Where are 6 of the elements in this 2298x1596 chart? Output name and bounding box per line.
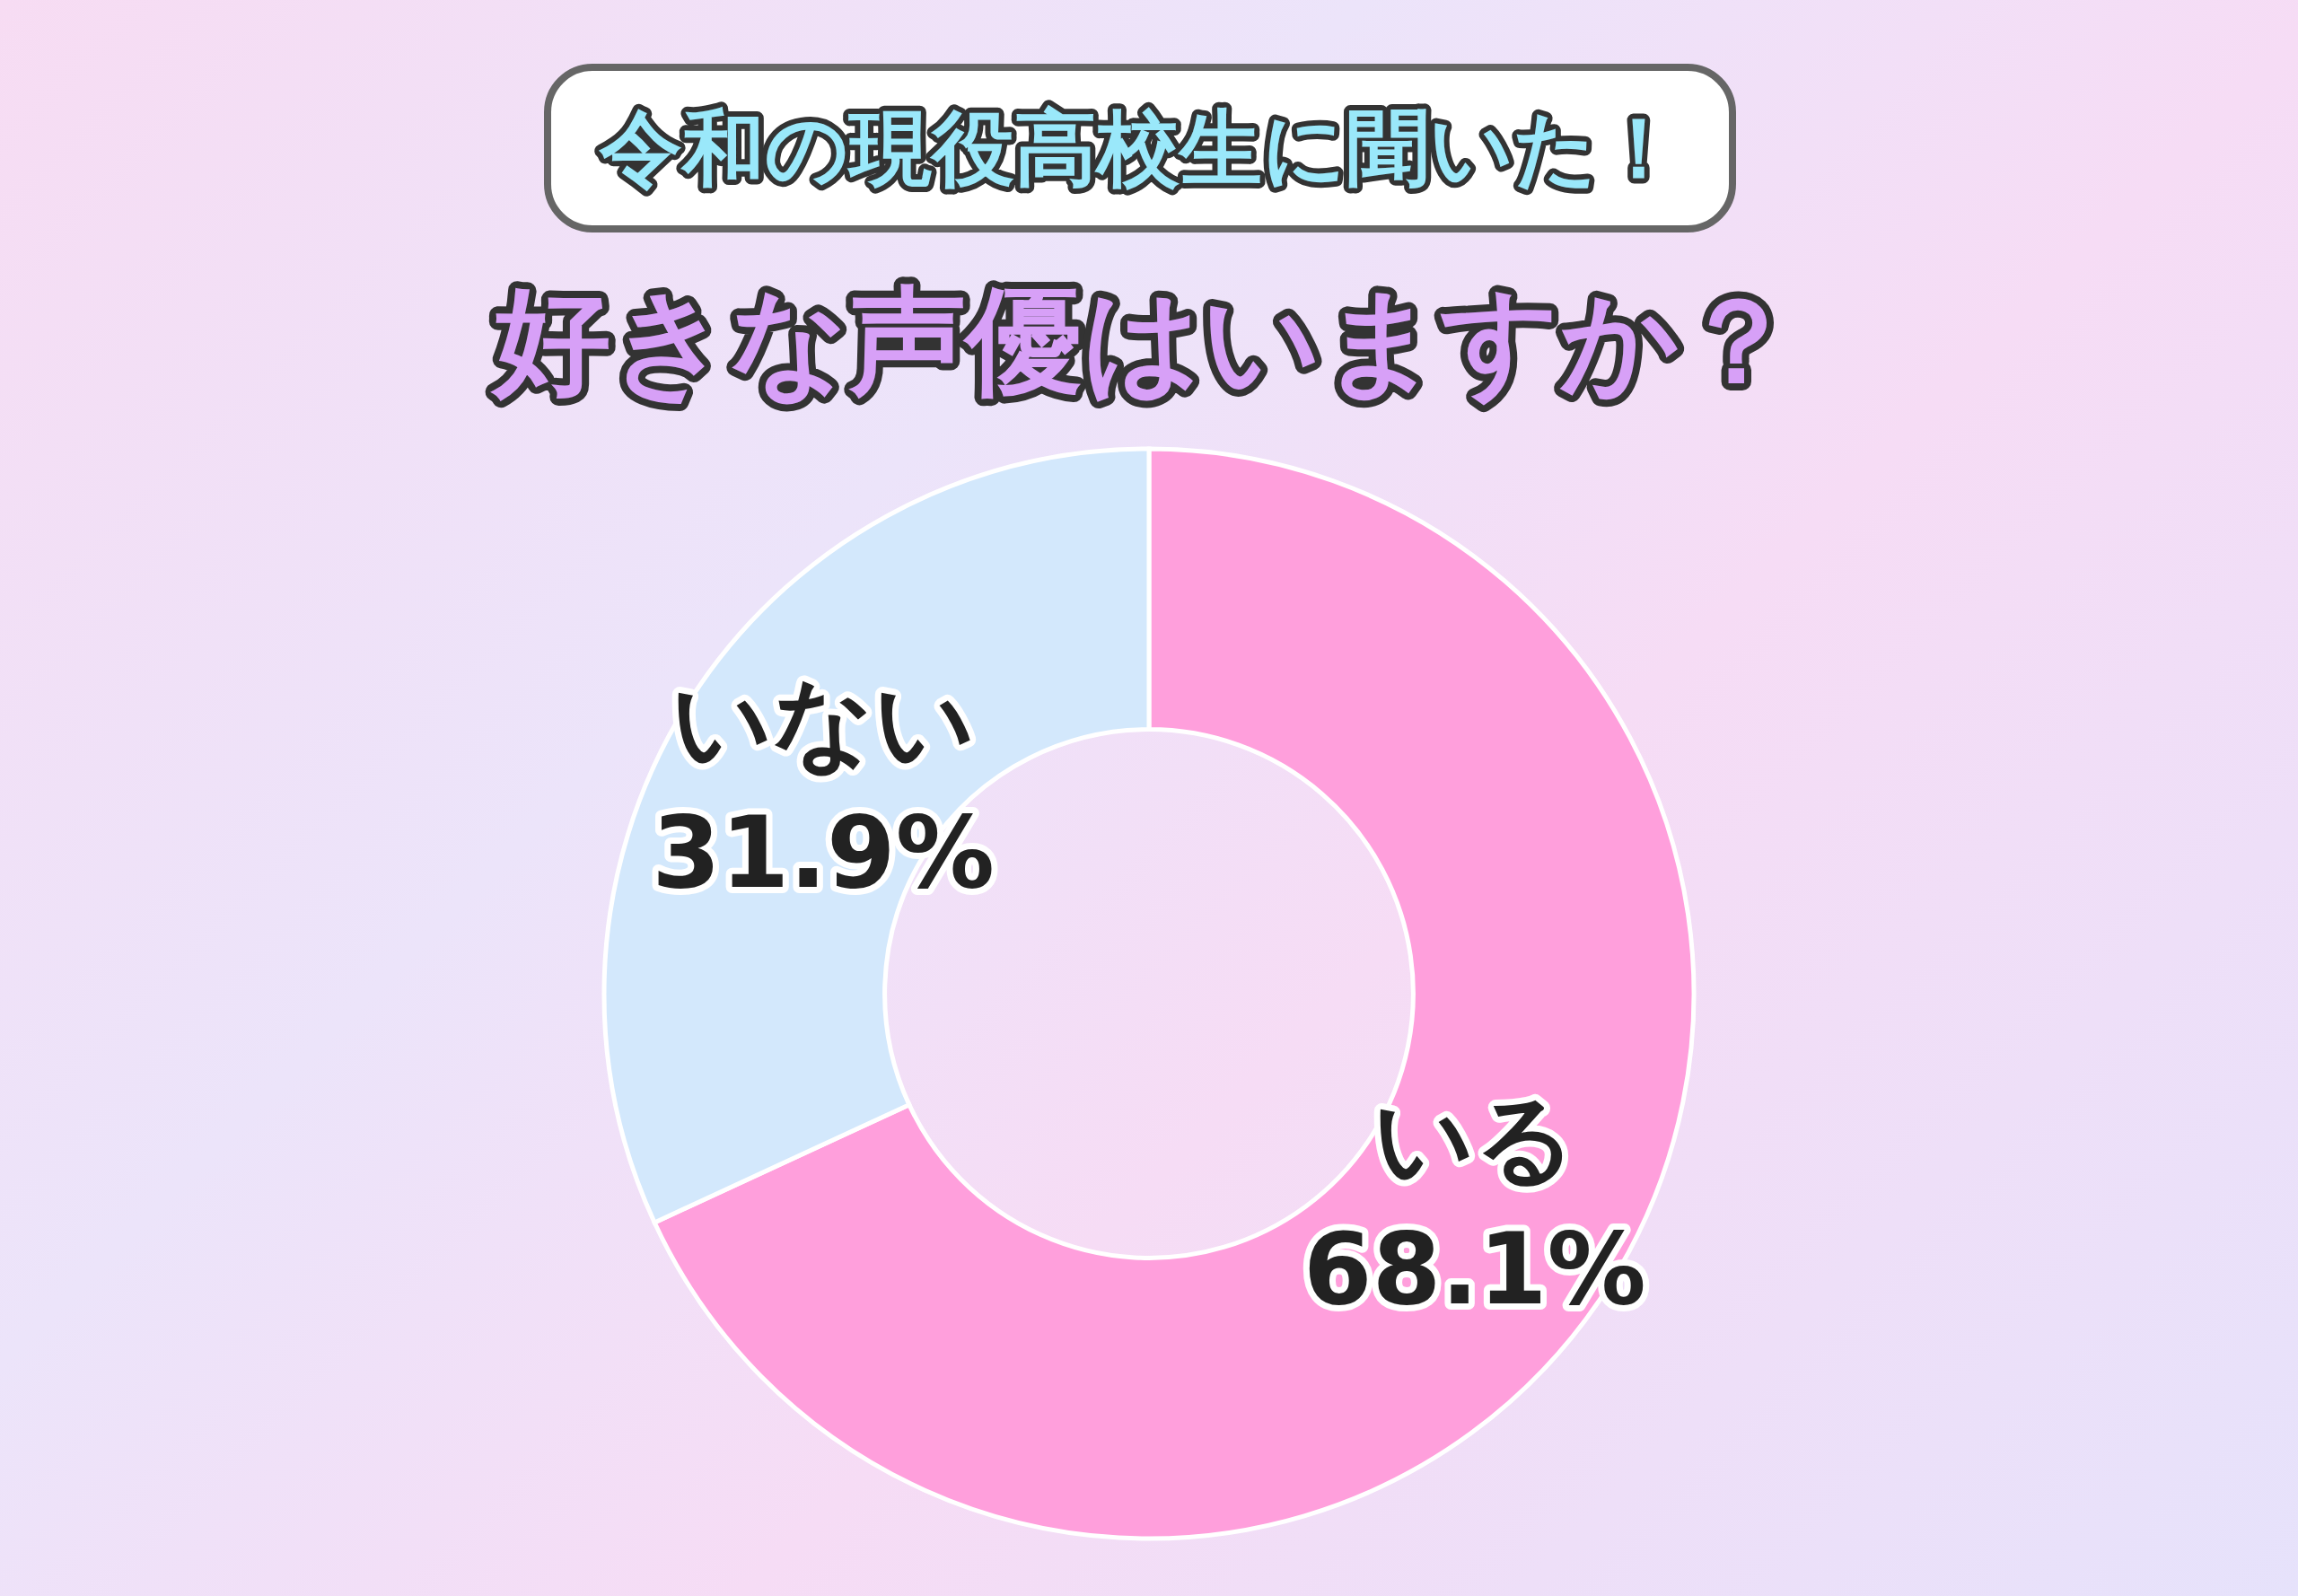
- slice-label: いる: [1373, 1081, 1576, 1197]
- slice-label: いない: [671, 665, 976, 781]
- chart-subtitle: 好きな声優はいますか？: [489, 273, 1796, 409]
- data-label: 68.1%: [1303, 1211, 1646, 1327]
- chart-title: 令和の現役高校生に聞いた！: [598, 100, 1680, 197]
- data-label: 31.9%: [652, 795, 995, 911]
